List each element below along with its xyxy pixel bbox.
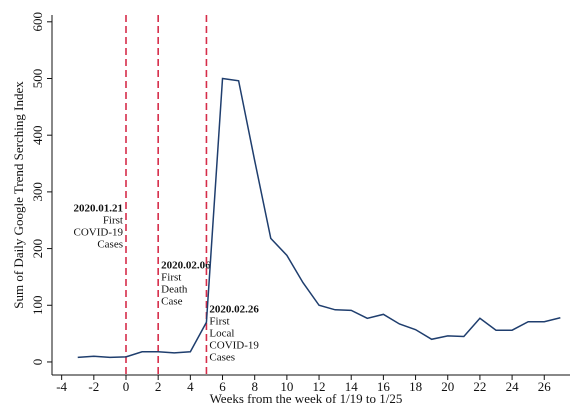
y-tick-label: 300 <box>30 182 45 202</box>
x-tick-label: 14 <box>345 379 359 394</box>
annotation-date: 2020.02.06 <box>161 260 211 272</box>
y-tick-label: 400 <box>30 125 45 145</box>
annotation-text: COVID-19 <box>74 227 124 239</box>
x-axis-label: Weeks from the week of 1/19 to 1/25 <box>210 391 403 406</box>
annotation-text: Case <box>161 296 183 308</box>
annotation-date: 2020.02.26 <box>209 304 259 316</box>
y-axis-label: Sum of Daily Google Trend Serching Index <box>11 81 26 309</box>
data-line <box>77 77 561 359</box>
y-tick-label: 0 <box>30 359 45 366</box>
x-tick-label: 26 <box>538 379 552 394</box>
x-tick-label: 8 <box>251 379 258 394</box>
annotation-text: Local <box>209 328 234 340</box>
x-tick-label: 18 <box>409 379 422 394</box>
x-tick-label: 12 <box>313 379 326 394</box>
y-tick-label: 600 <box>30 12 45 32</box>
y-tick-label: 500 <box>30 69 45 89</box>
annotation-text: First <box>161 272 181 284</box>
y-tick-label: 100 <box>30 296 45 316</box>
y-tick-label: 200 <box>30 239 45 259</box>
annotation-text: COVID-19 <box>209 340 259 352</box>
annotation-text: First <box>209 316 229 328</box>
annotation-text: Death <box>161 284 188 296</box>
x-tick-label: 10 <box>280 379 293 394</box>
x-tick-label: 22 <box>473 379 486 394</box>
annotation-date: 2020.01.21 <box>74 203 124 215</box>
x-tick-label: 6 <box>219 379 226 394</box>
x-tick-label: 24 <box>506 379 520 394</box>
x-tick-label: 20 <box>441 379 454 394</box>
x-tick-label: -2 <box>88 379 99 394</box>
x-tick-label: 4 <box>187 379 194 394</box>
x-tick-label: 0 <box>123 379 130 394</box>
annotation-text: Cases <box>97 239 123 251</box>
annotation-text: Cases <box>209 352 235 364</box>
annotation-text: First <box>103 215 123 227</box>
x-tick-label: 2 <box>155 379 162 394</box>
x-tick-label: 16 <box>377 379 391 394</box>
x-tick-label: -4 <box>56 379 67 394</box>
